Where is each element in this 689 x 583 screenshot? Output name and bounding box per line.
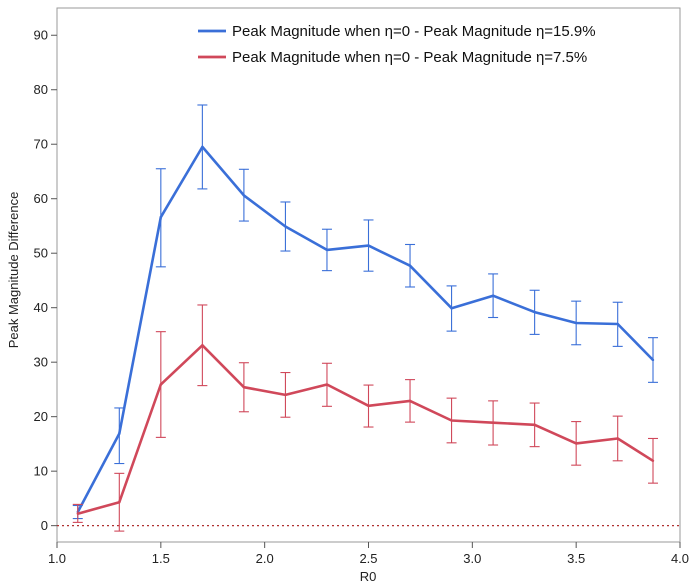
- legend-label: Peak Magnitude when η=0 - Peak Magnitude…: [232, 49, 587, 66]
- data-point: [284, 225, 287, 228]
- data-point: [159, 216, 163, 219]
- x-axis-title: R0: [360, 569, 377, 583]
- x-tick-label: 1.0: [48, 551, 66, 566]
- y-tick-label: 80: [34, 82, 48, 97]
- y-tick-label: 10: [34, 464, 48, 479]
- data-point: [201, 145, 204, 149]
- data-point: [325, 248, 329, 252]
- y-tick-label: 40: [34, 300, 48, 315]
- y-tick-label: 60: [34, 191, 48, 206]
- series-2: [72, 304, 659, 532]
- y-tick-label: 90: [34, 28, 48, 43]
- data-point: [651, 459, 655, 463]
- series-line: [77, 343, 654, 515]
- series-line: [76, 145, 654, 513]
- data-point: [491, 294, 495, 297]
- y-tick-label: 30: [34, 355, 48, 370]
- data-point: [242, 386, 246, 389]
- data-point: [491, 421, 495, 424]
- data-point: [574, 442, 578, 445]
- data-point: [616, 322, 619, 326]
- data-point: [450, 307, 453, 310]
- x-tick-label: 3.5: [567, 551, 585, 566]
- data-point: [118, 501, 121, 504]
- x-tick-label: 1.5: [152, 551, 170, 566]
- y-tick-label: 50: [34, 246, 48, 261]
- data-point: [325, 383, 329, 386]
- x-tick-label: 2.0: [256, 551, 274, 566]
- x-tick-label: 4.0: [671, 551, 689, 566]
- data-point: [242, 194, 246, 197]
- data-point: [651, 358, 655, 362]
- y-axis-title: Peak Magnitude Difference: [6, 192, 21, 349]
- data-point: [408, 399, 412, 403]
- data-point: [408, 264, 412, 267]
- data-point: [76, 512, 79, 515]
- series-1: [72, 104, 659, 520]
- y-tick-label: 0: [41, 518, 48, 533]
- data-point: [533, 310, 536, 314]
- legend-label: Peak Magnitude when η=0 - Peak Magnitude…: [232, 23, 596, 40]
- data-point: [201, 344, 204, 347]
- legend-item-1: Peak Magnitude when η=0 - Peak Magnitude…: [198, 23, 596, 40]
- legend-item-2: Peak Magnitude when η=0 - Peak Magnitude…: [198, 49, 587, 66]
- data-point: [118, 432, 121, 435]
- data-point: [533, 423, 536, 427]
- data-point: [450, 419, 453, 422]
- x-tick-label: 3.0: [463, 551, 481, 566]
- data-point: [284, 393, 287, 397]
- x-tick-label: 2.5: [359, 551, 377, 566]
- data-point: [616, 437, 619, 440]
- data-point: [159, 383, 163, 386]
- y-tick-label: 20: [34, 409, 48, 424]
- data-point: [367, 244, 370, 247]
- data-point: [367, 404, 370, 407]
- data-point: [574, 321, 578, 325]
- y-tick-label: 70: [34, 137, 48, 152]
